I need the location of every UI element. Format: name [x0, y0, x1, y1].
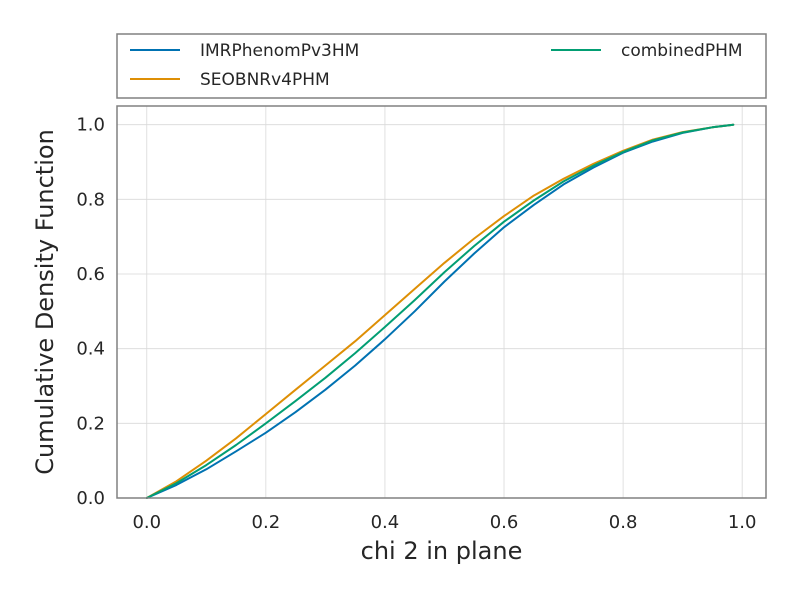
x-axis-label: chi 2 in plane — [361, 537, 523, 565]
y-tick-label: 0.2 — [76, 413, 105, 434]
legend-label: SEOBNRv4PHM — [200, 70, 330, 90]
y-tick-label: 0.4 — [76, 339, 105, 360]
plot-area — [117, 106, 766, 498]
y-tick-label: 1.0 — [76, 115, 105, 136]
y-tick-label: 0.8 — [76, 189, 105, 210]
series-lines — [145, 123, 735, 499]
x-tick-label: 0.4 — [371, 512, 400, 533]
plot-frame — [116, 105, 767, 499]
y-axis-ticks: 0.0 0.2 0.4 0.6 0.8 1.0 — [76, 115, 105, 509]
legend-box — [116, 33, 767, 99]
y-tick-label: 0.0 — [76, 488, 105, 509]
x-tick-label: 0.2 — [252, 512, 281, 533]
y-tick-label: 0.6 — [76, 264, 105, 285]
x-tick-label: 0.6 — [490, 512, 519, 533]
x-axis-ticks: 0.0 0.2 0.4 0.6 0.8 1.0 — [132, 512, 756, 533]
x-tick-label: 0.8 — [609, 512, 638, 533]
legend: IMRPhenomPv3HM SEOBNRv4PHM combinedPHM — [130, 41, 743, 90]
y-axis-label: Cumulative Density Function — [31, 129, 59, 475]
legend-label: combinedPHM — [621, 41, 743, 61]
x-tick-label: 1.0 — [728, 512, 757, 533]
legend-label: IMRPhenomPv3HM — [200, 41, 359, 61]
x-tick-label: 0.0 — [132, 512, 161, 533]
series-line-combinedphm — [145, 123, 735, 499]
